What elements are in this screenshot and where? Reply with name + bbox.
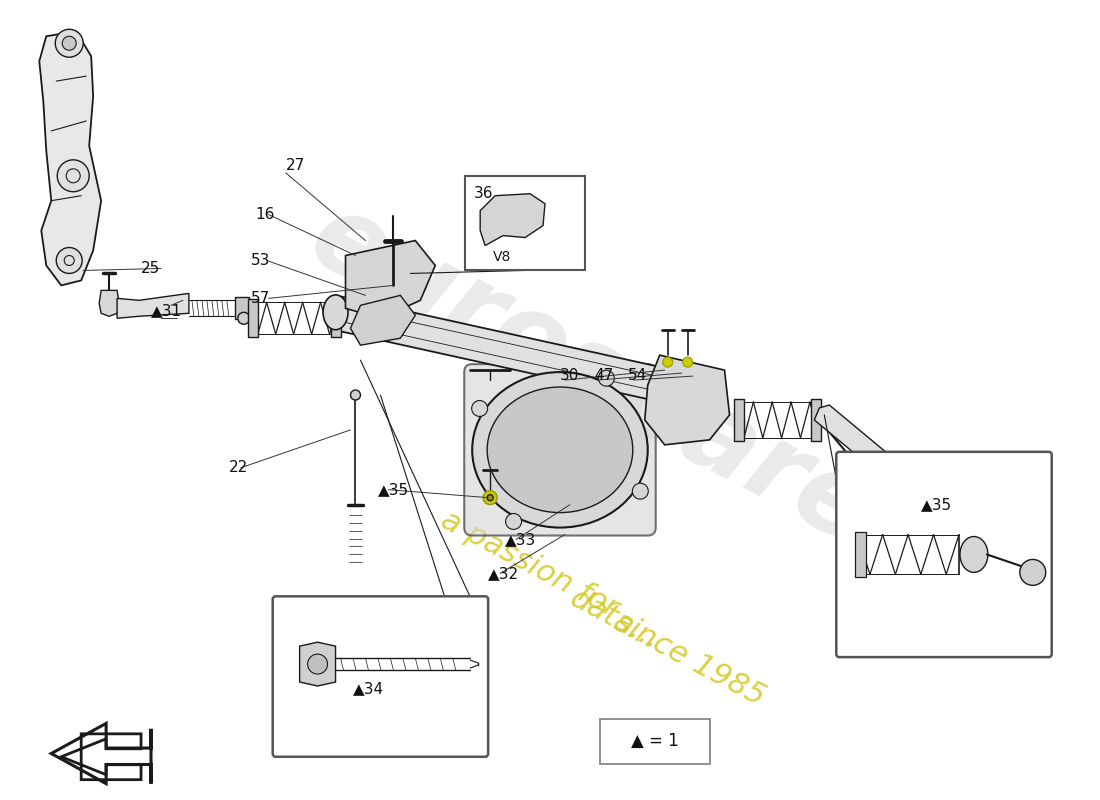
Polygon shape: [814, 405, 889, 470]
Circle shape: [56, 247, 82, 274]
Text: a passion for: a passion for: [437, 506, 624, 623]
FancyBboxPatch shape: [734, 399, 744, 441]
Text: ▲34: ▲34: [352, 682, 384, 697]
Polygon shape: [117, 294, 189, 318]
Circle shape: [483, 490, 497, 505]
Circle shape: [238, 312, 250, 324]
Circle shape: [55, 30, 84, 57]
Polygon shape: [299, 642, 336, 686]
Text: 47: 47: [594, 367, 613, 382]
Text: ▲32: ▲32: [488, 566, 519, 581]
FancyBboxPatch shape: [836, 452, 1052, 657]
Polygon shape: [888, 490, 911, 514]
Polygon shape: [351, 295, 416, 345]
Text: ▲35: ▲35: [921, 497, 953, 512]
Ellipse shape: [487, 387, 632, 513]
Polygon shape: [645, 355, 729, 445]
FancyBboxPatch shape: [464, 364, 656, 535]
FancyBboxPatch shape: [331, 299, 341, 338]
Circle shape: [487, 494, 493, 501]
Circle shape: [63, 36, 76, 50]
Text: V8: V8: [493, 250, 512, 265]
FancyBboxPatch shape: [248, 299, 257, 338]
Polygon shape: [345, 241, 436, 318]
Text: 27: 27: [286, 158, 305, 174]
FancyBboxPatch shape: [600, 719, 710, 764]
Polygon shape: [481, 194, 544, 246]
Text: data...: data...: [564, 583, 666, 655]
Circle shape: [506, 514, 521, 530]
Circle shape: [472, 401, 487, 417]
Circle shape: [632, 483, 648, 499]
Text: 25: 25: [141, 261, 161, 276]
Text: 57: 57: [251, 291, 270, 306]
Circle shape: [1020, 559, 1046, 586]
FancyBboxPatch shape: [855, 531, 866, 578]
FancyBboxPatch shape: [465, 176, 585, 270]
Ellipse shape: [323, 295, 348, 330]
Circle shape: [683, 357, 693, 367]
Polygon shape: [336, 295, 719, 415]
Text: since 1985: since 1985: [609, 607, 770, 711]
Text: 22: 22: [229, 460, 249, 475]
Circle shape: [308, 654, 328, 674]
Text: 36: 36: [474, 186, 494, 202]
Polygon shape: [99, 290, 119, 316]
Text: ▲ = 1: ▲ = 1: [631, 732, 679, 750]
Text: ▲33: ▲33: [505, 532, 537, 547]
Text: ▲35: ▲35: [378, 482, 409, 497]
Circle shape: [351, 390, 361, 400]
Text: eurospares: eurospares: [293, 182, 947, 598]
Text: 30: 30: [560, 367, 580, 382]
Polygon shape: [234, 298, 249, 319]
Ellipse shape: [960, 537, 988, 572]
Text: 54: 54: [628, 367, 647, 382]
FancyBboxPatch shape: [273, 596, 488, 757]
Text: 53: 53: [251, 253, 271, 268]
Polygon shape: [40, 31, 101, 286]
FancyBboxPatch shape: [812, 399, 822, 441]
Circle shape: [57, 160, 89, 192]
Circle shape: [1027, 567, 1037, 578]
Ellipse shape: [472, 372, 648, 527]
Circle shape: [598, 370, 614, 386]
Text: ▲31: ▲31: [151, 303, 183, 318]
Circle shape: [662, 357, 673, 367]
Text: 16: 16: [255, 207, 275, 222]
